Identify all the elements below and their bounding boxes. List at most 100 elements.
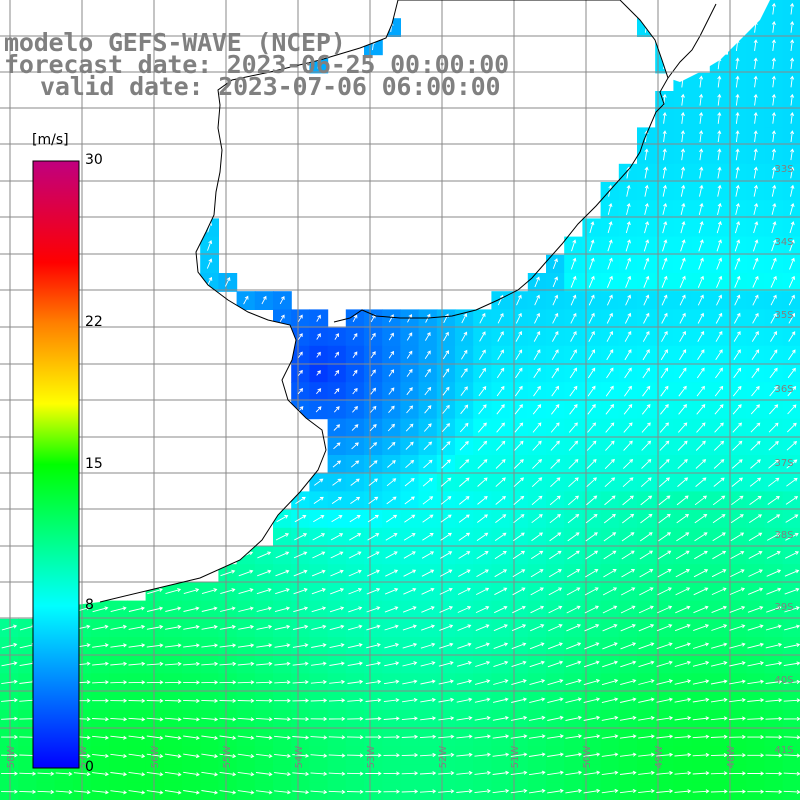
lon-label: 58W: [6, 746, 17, 769]
wind-arrow: [421, 587, 435, 595]
wind-arrow: [146, 790, 164, 795]
wind-arrow: [92, 790, 109, 795]
wind-arrow: [713, 440, 725, 451]
wind-arrow: [294, 515, 307, 523]
wind-arrow: [110, 790, 128, 795]
wind-arrow: [770, 331, 777, 342]
wind-arrow: [311, 661, 327, 666]
wind-arrow: [420, 679, 436, 685]
wind-arrow: [310, 753, 328, 758]
wind-arrow: [460, 386, 468, 396]
wind-arrow: [569, 404, 578, 415]
wind-arrow: [387, 441, 396, 450]
wind-arrow: [568, 422, 578, 433]
wind-arrow: [785, 514, 799, 523]
wind-arrow: [753, 112, 758, 124]
wind-arrow: [788, 312, 796, 324]
wind-arrow: [328, 771, 346, 776]
wind-arrow: [790, 148, 795, 161]
wind-arrow: [456, 697, 473, 703]
wind-arrow: [220, 588, 236, 595]
wind-arrow: [351, 442, 359, 450]
wind-arrow: [712, 532, 726, 542]
wind-arrow: [388, 405, 395, 413]
wind-arrow: [314, 478, 324, 486]
wind-arrow: [644, 221, 650, 234]
wind-arrow: [549, 514, 561, 524]
wind-arrow: [529, 679, 546, 686]
wind-arrow: [643, 312, 650, 324]
wind-arrow: [534, 276, 540, 288]
wind-arrow: [219, 735, 237, 740]
wind-arrow: [334, 388, 340, 395]
wind-arrow: [479, 331, 486, 342]
wind-arrow: [626, 202, 631, 215]
wind-arrow: [442, 386, 450, 396]
wind-arrow: [401, 789, 419, 794]
wind-arrow: [567, 532, 580, 542]
wind-arrow: [421, 569, 435, 577]
wind-arrow: [492, 752, 510, 757]
wind-arrow: [422, 477, 433, 487]
wind-arrow: [128, 735, 146, 740]
wind-arrow: [586, 477, 597, 488]
wind-arrow: [383, 789, 400, 794]
wind-arrow: [623, 422, 633, 433]
wind-arrow: [238, 606, 254, 612]
wind-arrow: [128, 717, 146, 722]
wind-arrow: [334, 369, 340, 376]
wind-arrow: [789, 239, 795, 252]
wind-arrow: [438, 697, 455, 703]
lat-label: 33S: [774, 164, 793, 175]
wind-arrow: [183, 753, 200, 759]
wind-arrow: [201, 661, 219, 666]
wind-arrow: [37, 789, 55, 795]
wind-arrow: [330, 551, 344, 559]
wind-arrow: [316, 370, 321, 376]
wind-arrow: [638, 605, 654, 614]
wind-arrow: [657, 605, 673, 614]
wind-arrow: [550, 422, 560, 433]
wind-arrow: [292, 753, 310, 758]
wind-arrow: [750, 422, 761, 433]
wind-arrow: [513, 514, 525, 524]
wind-arrow: [659, 440, 670, 451]
wind-arrow: [786, 441, 798, 451]
wind-arrow: [548, 569, 562, 578]
wind-arrow: [165, 606, 182, 612]
wind-arrow: [638, 788, 655, 794]
wind-arrow: [388, 350, 394, 359]
wind-arrow: [644, 184, 649, 197]
wind-arrow: [511, 679, 527, 686]
wind-arrow: [606, 349, 614, 361]
wind-arrow: [753, 2, 758, 15]
wind-arrow: [680, 130, 685, 143]
wind-arrow: [19, 789, 37, 794]
wind-arrow: [551, 385, 559, 397]
wind-arrow: [711, 642, 728, 649]
wind-arrow: [365, 679, 382, 685]
wind-arrow: [710, 660, 728, 667]
wind-arrow: [55, 790, 73, 795]
wind-arrow: [790, 39, 795, 51]
wind-arrow: [717, 75, 722, 88]
wind-arrow: [548, 587, 563, 596]
wind-arrow: [752, 312, 759, 324]
wind-arrow: [530, 605, 545, 614]
wind-arrow: [514, 385, 523, 397]
wind-arrow: [601, 697, 619, 704]
lat-label: 40S: [774, 675, 793, 686]
wind-arrow: [514, 404, 523, 415]
wind-arrow: [442, 368, 450, 378]
wind-arrow: [348, 569, 362, 577]
wind-arrow: [384, 642, 400, 649]
wind-arrow: [547, 715, 564, 721]
wind-arrow: [625, 294, 632, 306]
wind-arrow: [474, 752, 491, 757]
wind-arrow: [640, 495, 653, 506]
wind-arrow: [298, 351, 303, 358]
wind-arrow: [784, 606, 800, 613]
wind-arrow: [680, 221, 686, 234]
wind-arrow: [510, 715, 528, 721]
